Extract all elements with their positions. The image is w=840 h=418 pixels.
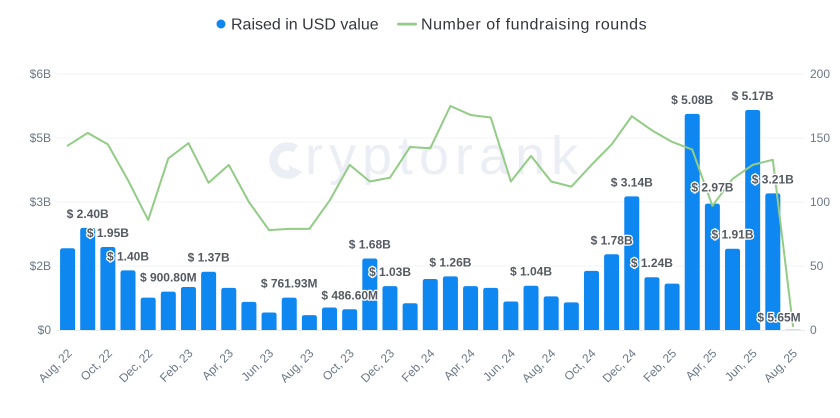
- svg-text:150: 150: [810, 131, 830, 145]
- svg-text:$ 3.21B: $ 3.21B: [752, 172, 794, 186]
- svg-text:$ 1.91B: $ 1.91B: [711, 228, 753, 242]
- svg-text:50: 50: [810, 259, 824, 273]
- svg-text:$ 2.97B: $ 2.97B: [691, 181, 733, 195]
- svg-text:$ 2.40B: $ 2.40B: [67, 207, 109, 221]
- svg-text:Number of fundraising rounds: Number of fundraising rounds: [421, 17, 647, 34]
- svg-text:$ 761.93M: $ 761.93M: [261, 277, 318, 291]
- svg-text:$ 3.14B: $ 3.14B: [611, 175, 653, 189]
- svg-text:$ 1.24B: $ 1.24B: [631, 256, 673, 270]
- svg-text:$ 5.17B: $ 5.17B: [732, 89, 774, 103]
- svg-text:$0: $0: [38, 323, 52, 337]
- svg-text:$2B: $2B: [30, 259, 51, 273]
- svg-text:200: 200: [810, 67, 830, 81]
- svg-text:$6B: $6B: [30, 67, 51, 81]
- svg-text:$ 1.95B: $ 1.95B: [87, 226, 129, 240]
- svg-text:$ 5.08B: $ 5.08B: [671, 93, 713, 107]
- svg-text:$ 1.03B: $ 1.03B: [369, 265, 411, 279]
- svg-text:$ 1.04B: $ 1.04B: [510, 265, 552, 279]
- svg-text:$ 5.65M: $ 5.65M: [757, 311, 800, 325]
- svg-text:$3B: $3B: [30, 195, 51, 209]
- svg-text:ryptorank: ryptorank: [305, 126, 584, 186]
- svg-text:$5B: $5B: [30, 131, 51, 145]
- svg-text:$ 900.80M: $ 900.80M: [140, 271, 197, 285]
- svg-text:$ 486.60M: $ 486.60M: [321, 288, 378, 302]
- svg-text:0: 0: [810, 323, 817, 337]
- svg-text:$ 1.78B: $ 1.78B: [591, 233, 633, 247]
- svg-text:$ 1.68B: $ 1.68B: [349, 238, 391, 252]
- svg-text:100: 100: [810, 195, 830, 209]
- svg-text:$ 1.37B: $ 1.37B: [188, 251, 230, 265]
- svg-text:$ 1.40B: $ 1.40B: [107, 249, 149, 263]
- svg-text:$ 1.26B: $ 1.26B: [429, 255, 471, 269]
- svg-text:Raised in USD value: Raised in USD value: [231, 17, 379, 34]
